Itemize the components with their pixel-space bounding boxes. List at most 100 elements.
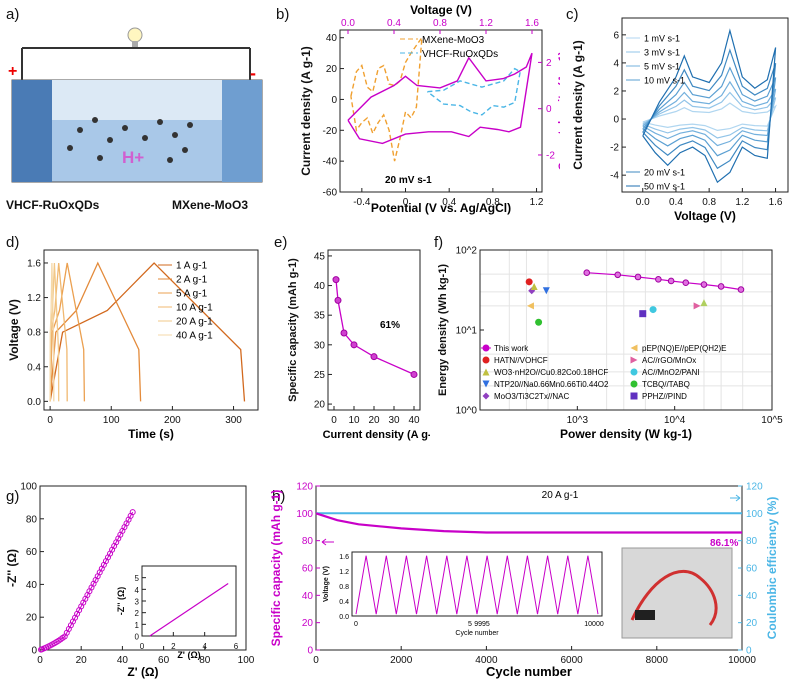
y-tick-label: 2 bbox=[613, 86, 619, 97]
light-bulb-icon bbox=[127, 27, 143, 47]
x-tick-label: 10 bbox=[348, 415, 360, 426]
legend-label: NTP20//Na0.66Mn0.66Ti0.44O2 bbox=[494, 380, 609, 389]
x-tick-label: 10^5 bbox=[761, 415, 783, 426]
cv-curve bbox=[642, 28, 777, 184]
x-tick-label: 200 bbox=[164, 415, 181, 426]
y-axis-label: Voltage (V) bbox=[7, 299, 21, 361]
legend-label: PPHZ//PIND bbox=[642, 392, 687, 401]
inset-y-tick-label: 0.0 bbox=[339, 614, 349, 621]
legend-label: 50 mV s-1 bbox=[644, 182, 685, 192]
legend-label: VHCF-RuOxQDs bbox=[422, 49, 498, 60]
y-tick-label: 20 bbox=[326, 64, 338, 75]
legend-marker bbox=[482, 356, 490, 364]
cv-scan-rate-chart: 0.0 0.4 0.8 1.2 1.6 -4 -2 0 2 4 6 1 mV s-1 3 mV s-1 5… bbox=[571, 17, 789, 223]
panel-c: c) 0.0 0.4 0.8 1.2 1.6 -4 -2 0 2 4 6 1 mV s-1 3 mV s… bbox=[560, 0, 800, 230]
y-tick-label: 1.2 bbox=[27, 293, 41, 304]
inset-y-tick-label: 0.8 bbox=[339, 584, 349, 591]
panel-h-label: h) bbox=[272, 488, 286, 505]
y-axis-label: Specific capacity (mAh g-1) bbox=[269, 490, 283, 647]
inset-x-tick-label: 10000 bbox=[584, 621, 604, 628]
legend-marker bbox=[630, 368, 638, 376]
y-tick-label: 60 bbox=[302, 564, 314, 575]
y-axis-label: Current density (A g-1) bbox=[571, 40, 585, 170]
x2-tick-label: 0.8 bbox=[433, 18, 447, 29]
panel-f: f) 10^3 10^4 10^5 10^0 10^1 10^2 This work HATN… bbox=[430, 230, 800, 450]
this-work-point bbox=[737, 286, 745, 293]
y-tick-label: 5 bbox=[135, 574, 140, 583]
y-tick-label: 0 bbox=[613, 115, 619, 126]
inset-x-label: Z' (Ω) bbox=[177, 650, 200, 660]
y-tick-label: -60 bbox=[323, 188, 338, 199]
capacity-point bbox=[334, 296, 342, 304]
panel-g: g) 0 20 40 60 80 100 0 20 40 60 80 100 0 2 4 6 0 1 2 3 4 5 Z' … bbox=[0, 450, 260, 684]
y2-tick-label: -2 bbox=[546, 150, 555, 161]
y-tick-label: 1.6 bbox=[27, 258, 41, 269]
anode-label: MXene-MoO3 bbox=[172, 198, 249, 212]
y-tick-label: 0.4 bbox=[27, 362, 41, 373]
x-tick-label: 300 bbox=[225, 415, 242, 426]
x-tick-label: 40 bbox=[117, 655, 129, 666]
gcd-chart: 0 100 200 300 0.0 0.4 0.8 1.2 1.6 1 A g-1 2 A g-1 5… bbox=[7, 249, 259, 441]
x-tick-label: 100 bbox=[103, 415, 120, 426]
legend-label: 2 A g-1 bbox=[176, 275, 208, 286]
reference-point bbox=[693, 302, 701, 310]
plot-frame bbox=[39, 485, 247, 651]
x2-tick-label: 0.0 bbox=[341, 18, 355, 29]
y-axis-label: -Z'' (Ω) bbox=[5, 549, 19, 587]
y-tick-label: 0.8 bbox=[27, 328, 41, 339]
legend-marker bbox=[482, 368, 490, 376]
x-tick-label: 6000 bbox=[560, 655, 583, 666]
cv-curve bbox=[642, 80, 777, 147]
y-tick-label: 45 bbox=[314, 251, 326, 262]
x-tick-label: 30 bbox=[388, 415, 400, 426]
y-tick-label: 100 bbox=[20, 482, 37, 493]
y-tick-label: 1 bbox=[135, 621, 140, 630]
capacity-line bbox=[315, 512, 742, 534]
inset-x-label: Cycle number bbox=[455, 630, 499, 637]
photo-wire bbox=[630, 569, 718, 626]
inset-frame bbox=[351, 551, 603, 617]
inset-gcd-curve bbox=[355, 555, 599, 615]
x-tick-label: 100 bbox=[238, 655, 255, 666]
x-tick-label: 20 bbox=[76, 655, 88, 666]
x2-tick-label: 1.6 bbox=[525, 18, 539, 29]
capacity-point bbox=[332, 276, 340, 284]
x-tick-label: 4 bbox=[202, 642, 207, 651]
x-tick-label: 0 bbox=[331, 415, 337, 426]
panel-a-label: a) bbox=[6, 6, 20, 23]
gcd-curve bbox=[49, 261, 142, 402]
x-tick-label: 60 bbox=[158, 655, 170, 666]
retention-annotation: 86.1% bbox=[710, 538, 738, 549]
this-work-point bbox=[717, 283, 725, 290]
legend-label: 1 mV s-1 bbox=[644, 34, 680, 44]
legend-label: 5 mV s-1 bbox=[644, 62, 680, 72]
y-axis-label: -Z'' (Ω) bbox=[116, 587, 126, 616]
y-tick-label: 3 bbox=[135, 598, 140, 607]
y-tick-label: 80 bbox=[26, 514, 38, 525]
y-tick-label: 60 bbox=[26, 547, 38, 558]
y-tick-label: 25 bbox=[314, 370, 326, 381]
capacity-point bbox=[410, 370, 418, 378]
y-tick-label: 10^2 bbox=[456, 246, 478, 257]
x-axis-label: Current density (A g-1) bbox=[323, 429, 430, 441]
y-tick-label: 0.0 bbox=[27, 397, 41, 408]
y-axis-label: Coulombic efficiency (%) bbox=[765, 497, 779, 640]
rate-capability-chart: 0 10 20 30 40 20 25 30 35 40 45 61% Current density … bbox=[287, 249, 430, 441]
y-tick-label: 4 bbox=[135, 586, 140, 595]
inset-x-tick-label: 5 bbox=[468, 621, 472, 628]
x-axis-label: Time (s) bbox=[128, 427, 174, 441]
y-tick-label: 2 bbox=[135, 609, 140, 618]
y-tick-label: 0 bbox=[135, 633, 140, 642]
legend-label: pEP(NQ)E//pEP(QH2)E bbox=[642, 344, 726, 353]
legend-label: 1 A g-1 bbox=[176, 261, 208, 272]
panel-b: b) -0.4 0 0.4 0.8 1.2 -60 -40 -20 0 20 40 0.0 0.4 0.8… bbox=[270, 0, 560, 230]
x-tick-label: 10000 bbox=[728, 655, 756, 666]
retention-annotation: 61% bbox=[380, 320, 400, 331]
y2-tick-label: 2 bbox=[546, 58, 552, 69]
y-tick-label: -20 bbox=[323, 126, 338, 137]
legend-label: MXene-MoO3 bbox=[422, 35, 485, 46]
y-tick-label: 40 bbox=[314, 281, 326, 292]
y-tick-label: 40 bbox=[26, 580, 38, 591]
x-tick-label: 4000 bbox=[475, 655, 498, 666]
panel-g-label: g) bbox=[6, 488, 20, 505]
